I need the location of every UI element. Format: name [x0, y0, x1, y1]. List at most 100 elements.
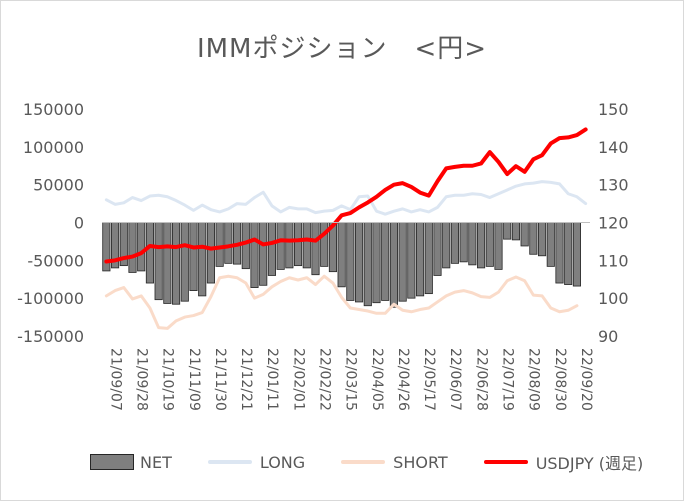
x-tick-label: 22/06/28 — [473, 348, 489, 411]
legend-item-short: SHORT — [341, 453, 448, 472]
x-tick-label: 22/09/20 — [578, 348, 594, 411]
net-bar — [259, 222, 268, 286]
net-bar — [564, 222, 573, 285]
net-bar — [145, 222, 154, 284]
net-bar — [163, 222, 172, 304]
right-tick-label: 120 — [598, 214, 629, 233]
net-bar — [381, 222, 390, 301]
net-bar — [285, 222, 294, 269]
net-bar — [189, 222, 198, 291]
legend-swatch-net — [90, 454, 134, 470]
right-tick-label: 140 — [598, 138, 629, 157]
net-bar — [128, 222, 137, 273]
net-bar — [206, 222, 215, 284]
net-bar — [355, 222, 364, 303]
right-tick-label: 90 — [598, 327, 618, 346]
net-bar — [250, 222, 259, 288]
left-axis-tick-labels: 150000 100000 50000 0 -50000 -100000 -150000 — [17, 100, 84, 346]
net-bar — [468, 222, 477, 266]
x-tick-label: 22/08/09 — [526, 348, 542, 411]
legend-swatch-long — [207, 460, 252, 464]
x-tick-label: 22/03/15 — [343, 348, 359, 411]
net-bar — [389, 222, 398, 308]
net-bar — [154, 222, 163, 301]
series-lines — [104, 127, 588, 330]
x-tick-label: 22/04/05 — [369, 348, 385, 411]
x-tick-label: 22/04/26 — [395, 348, 411, 411]
x-tick-label: 21/09/07 — [107, 348, 123, 411]
net-bar — [450, 222, 459, 264]
legend: NET LONG SHORT USDJPY (週足) — [90, 450, 679, 474]
net-bar — [520, 222, 529, 247]
right-tick-label: 110 — [598, 251, 629, 270]
x-tick-label: 22/05/17 — [421, 348, 437, 411]
x-tick-label: 21/11/30 — [212, 348, 228, 411]
net-bar — [102, 222, 111, 272]
legend-label-net: NET — [140, 452, 172, 472]
net-bar — [302, 222, 311, 269]
net-bar — [459, 222, 468, 263]
x-tick-label: 21/09/28 — [134, 348, 150, 411]
legend-swatch-usdjpy — [483, 460, 528, 464]
net-bar — [485, 222, 494, 267]
left-tick-label: -100000 — [17, 289, 84, 308]
x-tick-label: 21/12/21 — [238, 348, 254, 411]
net-bar — [241, 222, 250, 270]
left-tick-label: 50000 — [33, 176, 84, 195]
left-tick-label: 0 — [74, 214, 84, 233]
legend-label-short: SHORT — [393, 452, 448, 472]
net-bar — [511, 222, 520, 241]
net-bar — [555, 222, 564, 284]
right-axis-tick-labels: 150 140 130 120 110 100 90 — [598, 100, 629, 346]
net-bar — [407, 222, 416, 299]
net-bar — [494, 222, 503, 270]
net-bar — [294, 222, 303, 267]
x-tick-label: 22/02/22 — [317, 348, 333, 411]
right-tick-label: 130 — [598, 176, 629, 195]
net-bar — [424, 222, 433, 295]
legend-item-net: NET — [90, 453, 172, 472]
net-bar — [172, 222, 181, 305]
net-bar — [433, 222, 442, 276]
x-tick-label: 22/08/30 — [552, 348, 568, 411]
legend-swatch-short — [341, 460, 386, 464]
legend-label-long: LONG — [259, 452, 306, 472]
net-bar — [363, 222, 372, 307]
series-line-long — [104, 180, 588, 216]
x-tick-label: 21/11/09 — [186, 348, 202, 411]
left-tick-label: 150000 — [23, 100, 84, 119]
net-bar — [198, 222, 207, 297]
x-tick-label: 21/10/19 — [160, 348, 176, 411]
net-bar — [538, 222, 547, 257]
net-bar — [346, 222, 355, 301]
net-bar — [503, 222, 512, 240]
left-tick-label: -150000 — [17, 327, 84, 346]
net-bar — [398, 222, 407, 302]
legend-item-usdjpy: USDJPY (週足) — [483, 450, 644, 474]
x-tick-label: 22/01/11 — [264, 348, 280, 411]
net-bar — [311, 222, 320, 276]
legend-label-usdjpy: USDJPY (週足) — [535, 454, 644, 473]
net-bar — [137, 222, 146, 272]
left-tick-label: 100000 — [23, 138, 84, 157]
net-bar — [267, 222, 276, 276]
net-bar — [572, 222, 581, 287]
x-tick-label: 22/07/19 — [500, 348, 516, 411]
net-bar — [224, 222, 233, 264]
net-bar — [442, 222, 451, 269]
net-bar — [276, 222, 285, 270]
net-bar — [372, 222, 381, 304]
net-bar — [477, 222, 486, 269]
legend-item-long: LONG — [207, 452, 306, 472]
net-bar — [180, 222, 189, 302]
net-bar — [529, 222, 538, 255]
net-bar — [215, 222, 224, 267]
net-bars — [102, 222, 581, 308]
left-tick-label: -50000 — [27, 251, 84, 270]
series-line-short — [104, 274, 579, 330]
net-bar — [416, 222, 425, 297]
right-tick-label: 150 — [598, 100, 629, 119]
x-axis-tick-labels: 21/09/07 21/09/28 21/10/19 21/11/09 21/11/30… — [107, 348, 594, 411]
series-line-usdjpy — [104, 127, 588, 264]
